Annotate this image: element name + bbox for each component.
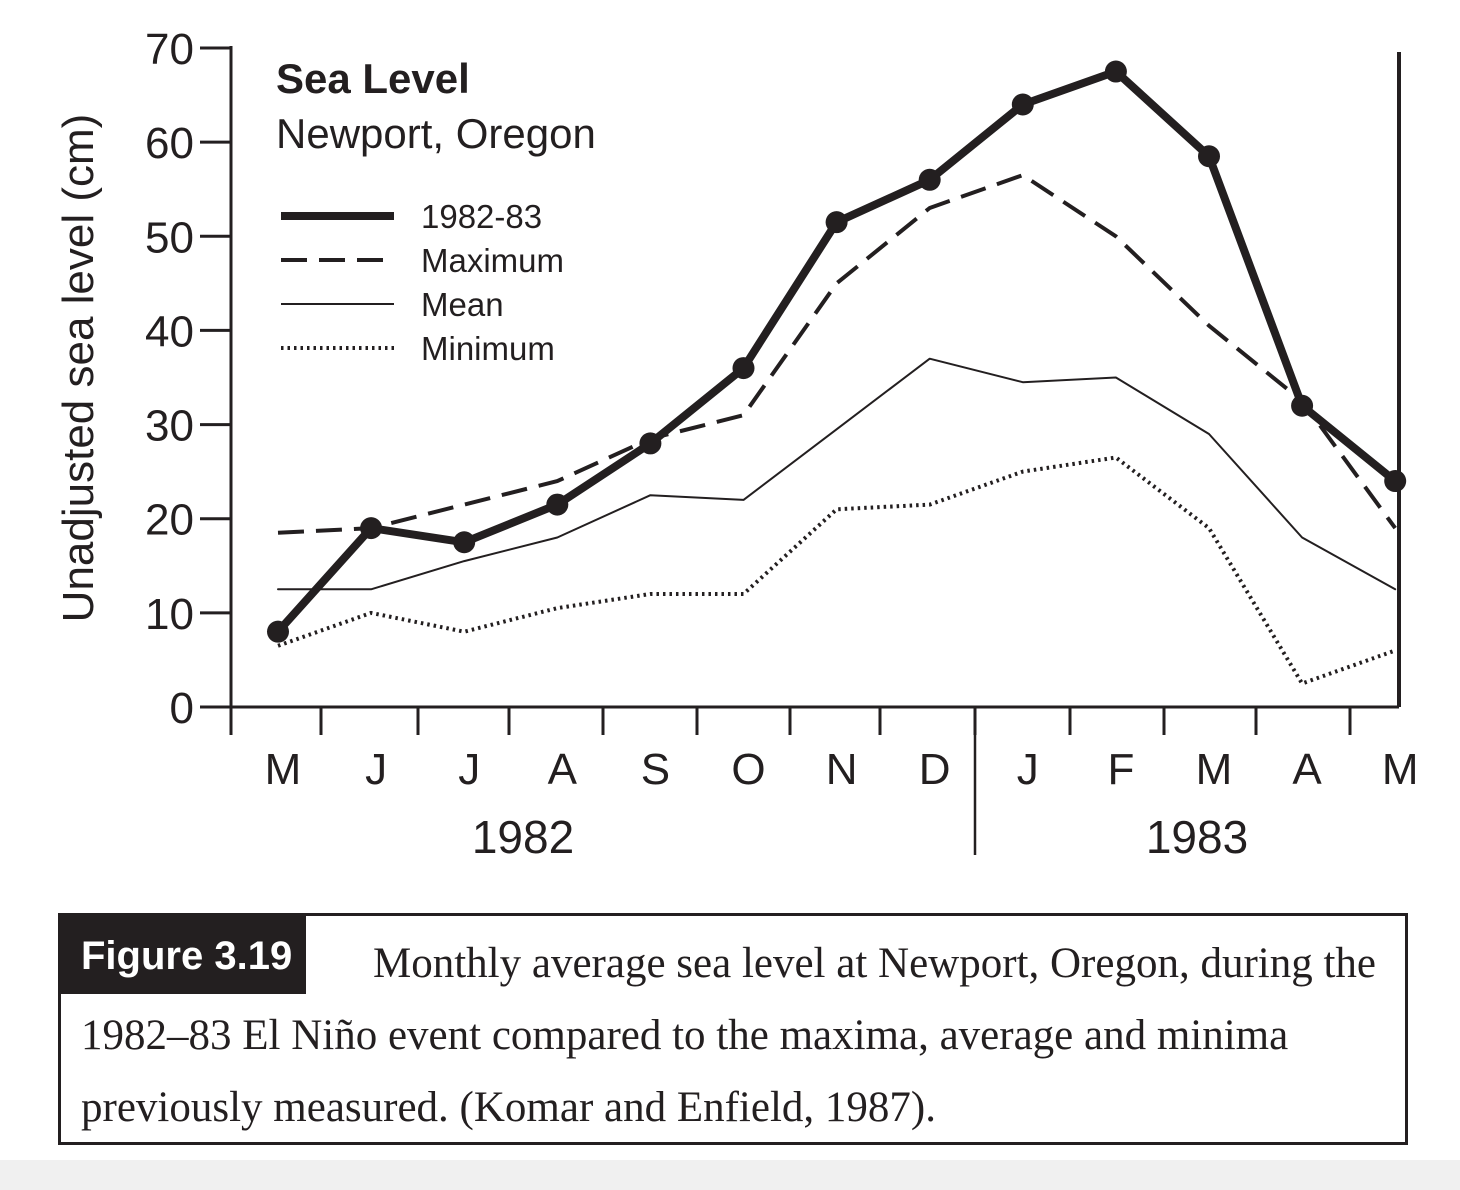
y-tick-label: 30 xyxy=(145,402,194,451)
data-point-marker xyxy=(825,211,848,234)
legend: 1982-83 Maximum Mean Minimum xyxy=(281,198,564,367)
x-tick-label: O xyxy=(731,745,765,794)
y-tick-label: 0 xyxy=(170,684,194,733)
x-tick-label: S xyxy=(641,745,670,794)
data-point-marker xyxy=(1104,60,1127,83)
series-line-maximum xyxy=(277,173,1397,535)
data-point-marker xyxy=(918,168,941,191)
caption-text: Monthly average sea level at Newport, Or… xyxy=(81,940,1377,1131)
legend-label: Minimum xyxy=(421,330,555,367)
y-tick-label: 70 xyxy=(145,25,194,74)
x-tick-label: N xyxy=(826,745,858,794)
y-tick-label: 10 xyxy=(145,590,194,639)
y-axis-ticks: 0 10 20 30 40 50 60 70 xyxy=(145,25,231,733)
page-bottom-strip xyxy=(0,1160,1460,1190)
chart-subtitle: Newport, Oregon xyxy=(276,110,596,157)
y-axis-label: Unadjusted sea level (cm) xyxy=(54,114,103,623)
legend-label: Mean xyxy=(421,286,504,323)
series-layer xyxy=(267,60,1407,686)
x-tick-label: J xyxy=(365,745,387,794)
x-tick-label: F xyxy=(1107,745,1134,794)
data-point-marker xyxy=(1384,470,1407,493)
x-tick-label: J xyxy=(1017,745,1039,794)
data-point-marker xyxy=(453,531,476,554)
y-tick-label: 40 xyxy=(145,307,194,356)
figure-label: Figure 3.19 xyxy=(61,916,307,994)
y-tick-label: 60 xyxy=(145,119,194,168)
series-line-mean xyxy=(277,357,1397,591)
data-point-marker xyxy=(732,357,755,380)
x-tick-label: M xyxy=(1382,745,1419,794)
year-label: 1982 xyxy=(472,811,574,863)
x-tick-label: M xyxy=(265,745,302,794)
series-line-minimum xyxy=(277,455,1396,686)
year-label: 1983 xyxy=(1146,811,1248,863)
data-point-marker xyxy=(1198,145,1220,168)
y-tick-label: 50 xyxy=(145,213,194,262)
y-tick-label: 20 xyxy=(145,496,194,545)
x-tick-label: A xyxy=(548,745,578,794)
data-point-marker xyxy=(267,620,289,643)
x-tick-label: M xyxy=(1196,745,1233,794)
chart-title: Sea Level xyxy=(276,55,470,102)
legend-label: Maximum xyxy=(421,242,564,279)
legend-label: 1982-83 xyxy=(421,198,542,235)
sea-level-chart: 0 10 20 30 40 50 60 70 M J J A S O N D J F M A M 1982 1983 Un… xyxy=(54,25,1419,863)
x-axis-ticks: M J J A S O N D J F M A M 1982 1983 xyxy=(265,707,1419,863)
data-point-marker xyxy=(1291,394,1314,417)
data-point-marker xyxy=(639,432,662,455)
x-tick-label: A xyxy=(1292,745,1322,794)
x-tick-label: J xyxy=(458,745,480,794)
data-point-marker xyxy=(546,493,569,516)
data-point-marker xyxy=(1011,93,1034,116)
figure-caption: Figure 3.19 Monthly average sea level at… xyxy=(58,913,1408,1145)
data-point-marker xyxy=(360,517,383,540)
x-tick-label: D xyxy=(919,745,951,794)
